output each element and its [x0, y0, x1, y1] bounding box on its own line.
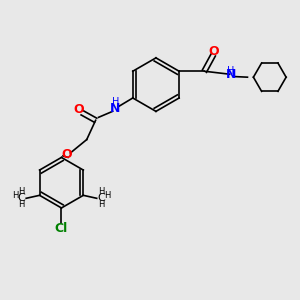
Text: O: O: [208, 45, 219, 58]
Text: O: O: [61, 148, 72, 161]
Text: N: N: [226, 68, 236, 81]
Text: H: H: [19, 187, 25, 196]
Text: H: H: [227, 66, 235, 76]
Text: C: C: [97, 193, 105, 203]
Text: O: O: [74, 103, 84, 116]
Text: H: H: [19, 200, 25, 209]
Text: H: H: [98, 200, 104, 209]
Text: H: H: [104, 191, 110, 200]
Text: Cl: Cl: [55, 222, 68, 235]
Text: C: C: [18, 193, 26, 203]
Text: H: H: [98, 187, 104, 196]
Text: N: N: [110, 102, 121, 115]
Text: H: H: [13, 191, 19, 200]
Text: H: H: [112, 97, 119, 106]
